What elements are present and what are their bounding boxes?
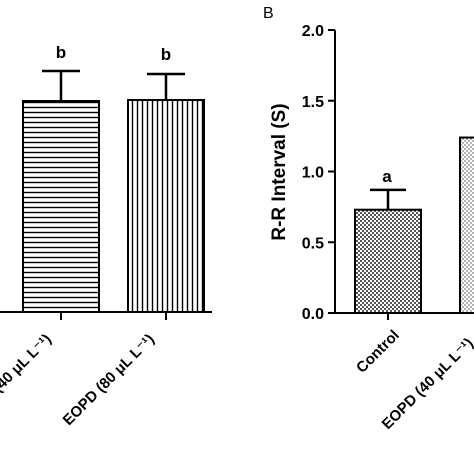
- panel-b-y-tick-label-2: 1.0: [302, 165, 324, 182]
- panel-b-sig-label-1: a: [382, 167, 392, 186]
- panel-b-y-tick-label-0: 0.0: [302, 306, 324, 323]
- panel-b-category-label-1: Control: [353, 327, 403, 377]
- panel-a-bar-1: [22, 100, 100, 313]
- panel-a-errorbar-1: [42, 69, 80, 101]
- panel-b-bars: [354, 136, 474, 320]
- panel-b-label: B: [263, 5, 274, 22]
- panel-a-errorbar-2: [147, 72, 185, 100]
- panel-b-bar-1: [354, 208, 422, 314]
- panel-b-y-tick-label-4: 2.0: [302, 23, 324, 40]
- panel-a-bar-2: [127, 99, 205, 313]
- panel-a-sig-label-2: b: [161, 45, 171, 64]
- panel-b-y-tick-label-3: 1.5: [302, 94, 324, 111]
- panel-b-y-axis-label: R-R Interval (S): [269, 103, 290, 240]
- panel-a-category-label-1: (40 μL L⁻¹): [0, 331, 55, 396]
- panel-b-category-label-2: EOPD (40 μL L⁻¹): [379, 335, 474, 433]
- panel-b-bar-2: [459, 136, 474, 314]
- panel-a: b b (40 μL L⁻¹) EOPD (80 μL L⁻¹): [0, 43, 212, 429]
- panel-b: B R-R Interval (S) 0.0 0.5 1.0 1.5 2.0 a Con…: [263, 5, 474, 433]
- panel-b-axes: 0.0 0.5 1.0 1.5 2.0: [302, 23, 474, 323]
- panel-a-category-label-2: EOPD (80 μL L⁻¹): [60, 331, 158, 429]
- panel-b-y-tick-label-1: 0.5: [302, 235, 324, 252]
- panel-a-sig-label-1: b: [56, 43, 66, 62]
